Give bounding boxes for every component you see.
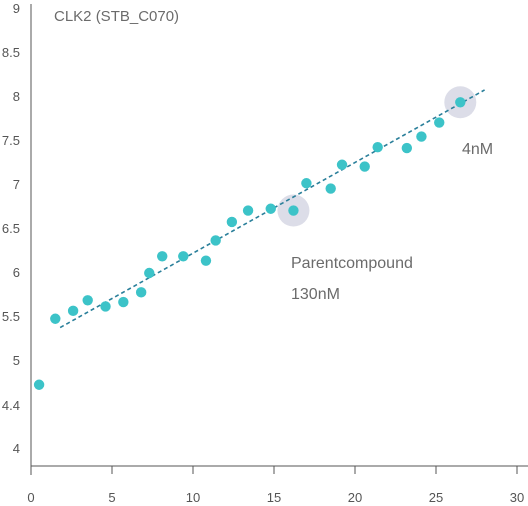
- y-tick-label: 8: [13, 89, 20, 104]
- data-point: [401, 142, 413, 154]
- y-tick-label: 5.5: [2, 309, 20, 324]
- x-tick-label: 30: [510, 490, 524, 505]
- y-tick-label: 4: [13, 441, 20, 456]
- data-point: [33, 379, 45, 390]
- data-point: [178, 251, 189, 262]
- annotation-label: 130nM: [291, 286, 340, 303]
- data-point: [82, 295, 93, 306]
- y-tick-label: 6.5: [2, 221, 20, 236]
- annotations: Parentcompound 130nM 4nM: [291, 141, 493, 303]
- x-tick-label: 25: [429, 490, 443, 505]
- chart-title: CLK2 (STB_C070): [54, 8, 179, 25]
- data-point: [50, 313, 61, 324]
- data-point: [226, 216, 238, 228]
- data-point: [242, 205, 254, 216]
- data-point: [455, 97, 466, 108]
- y-tick-label: 9: [13, 1, 20, 16]
- y-tick-label: 7: [13, 177, 20, 192]
- y-tick-label: 8.5: [2, 45, 20, 60]
- data-point: [301, 178, 312, 189]
- data-point: [144, 267, 155, 279]
- x-tick-label: 20: [348, 490, 362, 505]
- annotation-label: Parentcompound: [291, 255, 413, 272]
- x-tick-label: 10: [186, 490, 200, 505]
- y-tick-label: 6: [13, 265, 20, 280]
- y-tick-label: 7.5: [2, 133, 20, 148]
- x-tick-label: 5: [108, 490, 115, 505]
- highlight-halos: [277, 86, 477, 227]
- axes: [30, 4, 528, 475]
- data-points: [33, 97, 466, 390]
- data-point: [288, 205, 299, 216]
- x-tick-label: 15: [267, 490, 281, 505]
- data-point: [210, 235, 221, 246]
- y-tick-label: 4.4: [2, 398, 20, 413]
- y-axis-ticks: 4 4.4 5 5.5 6 6.5 7 7.5 8 8.5 9: [2, 1, 20, 456]
- x-tick-label: 0: [27, 490, 34, 505]
- x-axis-ticks: 0 5 10 15 20 25 30: [27, 466, 524, 505]
- data-point: [372, 141, 383, 153]
- data-point: [359, 161, 370, 172]
- data-point: [416, 131, 427, 142]
- data-point: [157, 251, 168, 262]
- data-point: [200, 255, 212, 266]
- data-point: [325, 183, 336, 194]
- annotation-label: 4nM: [462, 141, 493, 158]
- data-point: [265, 203, 276, 214]
- data-point: [135, 287, 147, 298]
- data-point: [336, 159, 348, 170]
- data-point: [118, 296, 129, 308]
- y-tick-label: 5: [13, 353, 20, 368]
- data-point: [100, 301, 111, 312]
- data-point: [434, 117, 445, 128]
- data-point: [67, 305, 79, 317]
